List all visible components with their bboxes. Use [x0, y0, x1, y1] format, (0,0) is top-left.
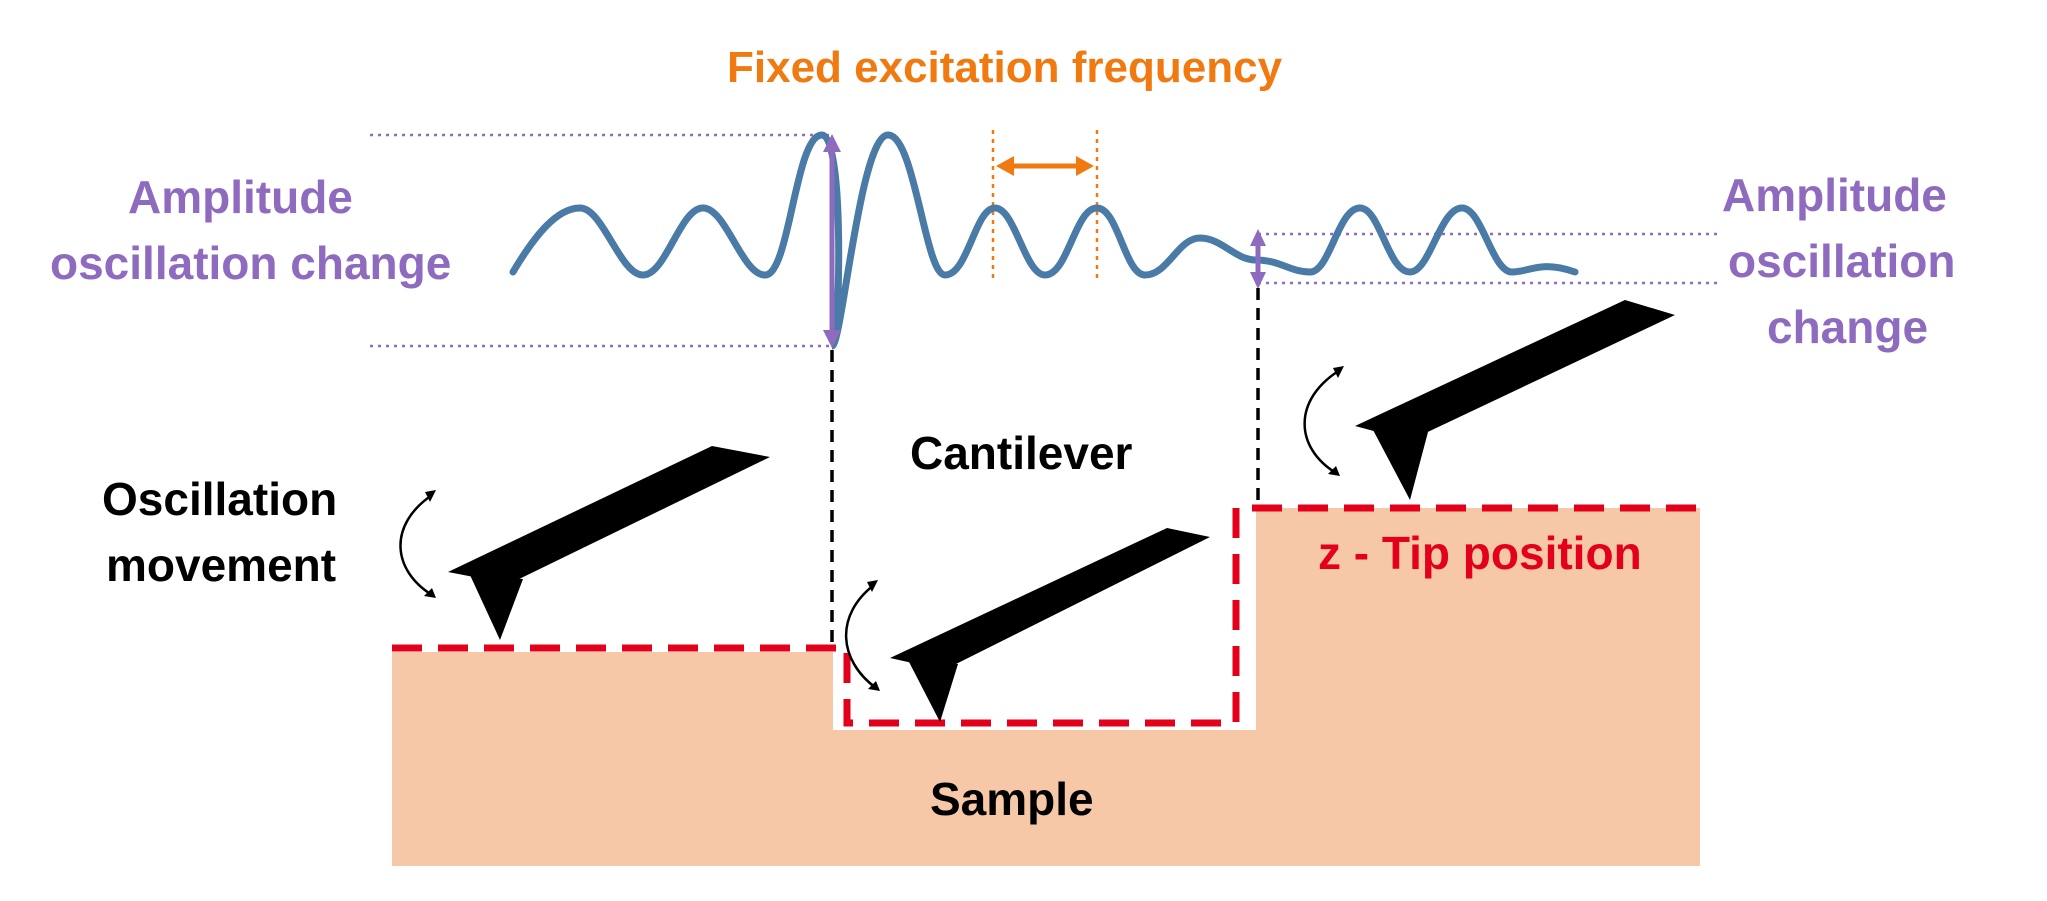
fixed-frequency-label: Fixed excitation frequency [727, 46, 1282, 90]
oscillation-movement-line1: Oscillation [102, 476, 337, 522]
amplitude-right-line1: Amplitude [1722, 172, 1947, 218]
oscillation-arrow-left [400, 490, 436, 598]
amplitude-right-line3: change [1767, 304, 1928, 350]
oscillation-movement-line2: movement [106, 542, 336, 588]
period-markers [993, 130, 1097, 282]
z-tip-position-label: z - Tip position [1318, 530, 1642, 576]
amplitude-left-line1: Amplitude [128, 174, 353, 220]
cantilever-middle [890, 528, 1210, 722]
sample-label: Sample [930, 776, 1094, 822]
cantilever-right [1355, 300, 1675, 500]
cantilever-left [448, 446, 770, 640]
amplitude-right-line2: oscillation [1728, 238, 1955, 284]
frequency-double-arrow [996, 156, 1094, 176]
oscillation-arrow-right [1305, 366, 1344, 476]
cantilever-label: Cantilever [910, 430, 1132, 476]
amplitude-left-line2: oscillation change [50, 240, 451, 286]
oscillation-arrow-middle [846, 580, 880, 691]
